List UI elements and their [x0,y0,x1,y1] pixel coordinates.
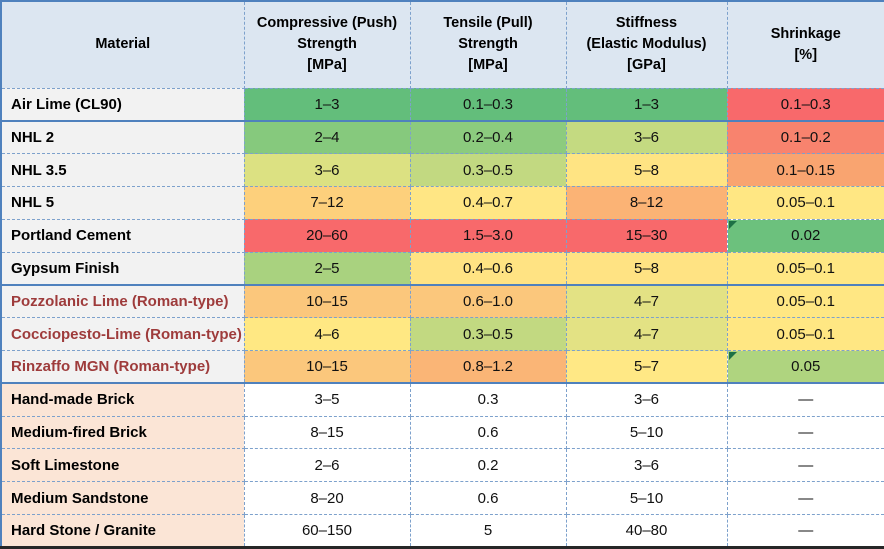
value-cell[interactable]: 60–150 [243,514,411,548]
value-cell[interactable]: 3–6 [243,153,411,187]
header-row: Material Compressive (Push) Strength [MP… [0,0,884,89]
value-cell[interactable]: 1–3 [565,87,728,122]
value-cell[interactable]: 0.6 [409,481,567,516]
value-cell[interactable]: 0.4–0.7 [409,185,567,220]
value-cell[interactable]: 0.05–0.1 [726,185,884,220]
table-row: Soft Limestone 2–6 0.2 3–6— [0,448,884,483]
value-cell[interactable]: 20–60 [243,218,411,253]
value-cell[interactable]: 1–3 [243,87,411,122]
table-row: NHL 2 2–4 0.2–0.4 3–6 0.1–0.2 [0,120,884,155]
value-cell[interactable]: 4–7 [565,284,728,319]
value-cell[interactable]: — [726,514,884,548]
value-cell[interactable]: 5–8 [565,251,728,286]
value-cell[interactable]: 0.8–1.2 [409,350,567,385]
value-cell[interactable]: 7–12 [243,185,411,220]
value-cell[interactable]: 8–12 [565,185,728,220]
column-header-material[interactable]: Material [0,0,245,89]
value-cell[interactable]: 5–8 [565,153,728,187]
material-cell[interactable]: Gypsum Finish [0,251,245,286]
material-cell[interactable]: Soft Limestone [0,448,245,483]
value-cell[interactable]: 0.4–0.6 [409,251,567,286]
material-cell[interactable]: Air Lime (CL90) [0,87,245,122]
value-cell[interactable]: 0.1–0.15 [726,153,884,187]
table-row: Hard Stone / Granite 60–150 5 40–80— [0,514,884,548]
table-header: Material Compressive (Push) Strength [MP… [0,0,884,89]
column-header-stiffness[interactable]: Stiffness (Elastic Modulus) [GPa] [565,0,728,89]
material-cell[interactable]: NHL 3.5 [0,153,245,187]
table-row: Rinzaffo MGN (Roman-type) 10–15 0.8–1.2 5–7… [0,350,884,385]
value-cell[interactable]: 8–20 [243,481,411,516]
table-row: Medium Sandstone 8–20 0.6 5–10— [0,481,884,516]
material-cell[interactable]: Medium Sandstone [0,481,245,516]
material-cell[interactable]: Medium-fired Brick [0,415,245,450]
value-cell[interactable]: 10–15 [243,284,411,319]
table-row: NHL 5 7–12 0.4–0.7 8–12 0.05–0.1 [0,185,884,220]
value-cell[interactable]: 5 [409,514,567,548]
value-cell[interactable]: 0.3–0.5 [409,153,567,187]
material-cell[interactable]: Pozzolanic Lime (Roman-type) [0,284,245,319]
value-cell[interactable]: 4–7 [565,317,728,351]
value-cell[interactable]: 5–7 [565,350,728,385]
value-cell[interactable]: 10–15 [243,350,411,385]
table-row: Cocciopesto-Lime (Roman-type) 4–6 0.3–0.5 4… [0,317,884,351]
value-cell[interactable]: 2–6 [243,448,411,483]
value-cell[interactable]: 0.2 [409,448,567,483]
table-row: Gypsum Finish 2–5 0.4–0.6 5–8 0.05–0.1 [0,251,884,286]
column-header-shrinkage[interactable]: Shrinkage [%] [726,0,884,89]
column-header-compressive-strength[interactable]: Compressive (Push) Strength [MPa] [243,0,411,89]
material-cell[interactable]: Portland Cement [0,218,245,253]
table-body: Air Lime (CL90) 1–3 0.1–0.3 1–3 0.1–0.3 NHL 2… [0,87,884,548]
value-cell[interactable]: 0.05–0.1 [726,284,884,319]
value-cell[interactable]: 0.6–1.0 [409,284,567,319]
value-cell[interactable]: 0.3 [409,382,567,417]
value-cell[interactable]: 0.3–0.5 [409,317,567,351]
value-cell[interactable]: — [726,481,884,516]
value-cell[interactable]: 0.05–0.1 [726,251,884,286]
value-cell[interactable]: 3–6 [565,382,728,417]
value-cell[interactable]: 0.2–0.4 [409,120,567,155]
material-cell[interactable]: Rinzaffo MGN (Roman-type) [0,350,245,385]
material-cell[interactable]: Cocciopesto-Lime (Roman-type) [0,317,245,351]
value-cell[interactable]: 15–30 [565,218,728,253]
value-cell[interactable]: 5–10 [565,415,728,450]
value-cell[interactable]: — [726,448,884,483]
table-row: Medium-fired Brick 8–15 0.6 5–10— [0,415,884,450]
material-cell[interactable]: Hand-made Brick [0,382,245,417]
value-cell[interactable]: — [726,415,884,450]
material-cell[interactable]: NHL 5 [0,185,245,220]
material-cell[interactable]: NHL 2 [0,120,245,155]
value-cell[interactable]: 3–6 [565,120,728,155]
table-row: NHL 3.5 3–6 0.3–0.5 5–8 0.1–0.15 [0,153,884,187]
value-cell[interactable]: 3–6 [565,448,728,483]
value-cell[interactable]: 3–5 [243,382,411,417]
value-cell[interactable]: 5–10 [565,481,728,516]
value-cell[interactable]: 2–5 [243,251,411,286]
value-cell-flagged[interactable]: 0.05 [726,350,884,385]
column-header-tensile-strength[interactable]: Tensile (Pull) Strength [MPa] [409,0,567,89]
value-cell[interactable]: 0.1–0.3 [726,87,884,122]
value-cell[interactable]: 0.6 [409,415,567,450]
value-cell[interactable]: 2–4 [243,120,411,155]
value-cell[interactable]: — [726,382,884,417]
value-cell[interactable]: 0.05–0.1 [726,317,884,351]
value-cell[interactable]: 0.1–0.2 [726,120,884,155]
value-cell[interactable]: 1.5–3.0 [409,218,567,253]
table-row: Portland Cement 20–60 1.5–3.0 15–30 0.02 [0,218,884,253]
value-cell[interactable]: 0.1–0.3 [409,87,567,122]
value-cell[interactable]: 8–15 [243,415,411,450]
value-cell[interactable]: 4–6 [243,317,411,351]
table-row: Air Lime (CL90) 1–3 0.1–0.3 1–3 0.1–0.3 [0,87,884,122]
value-cell[interactable]: 40–80 [565,514,728,548]
material-cell[interactable]: Hard Stone / Granite [0,514,245,548]
table-row: Pozzolanic Lime (Roman-type) 10–15 0.6–1.0… [0,284,884,319]
value-cell-flagged[interactable]: 0.02 [726,218,884,253]
table-row: Hand-made Brick 3–5 0.3 3–6— [0,382,884,417]
